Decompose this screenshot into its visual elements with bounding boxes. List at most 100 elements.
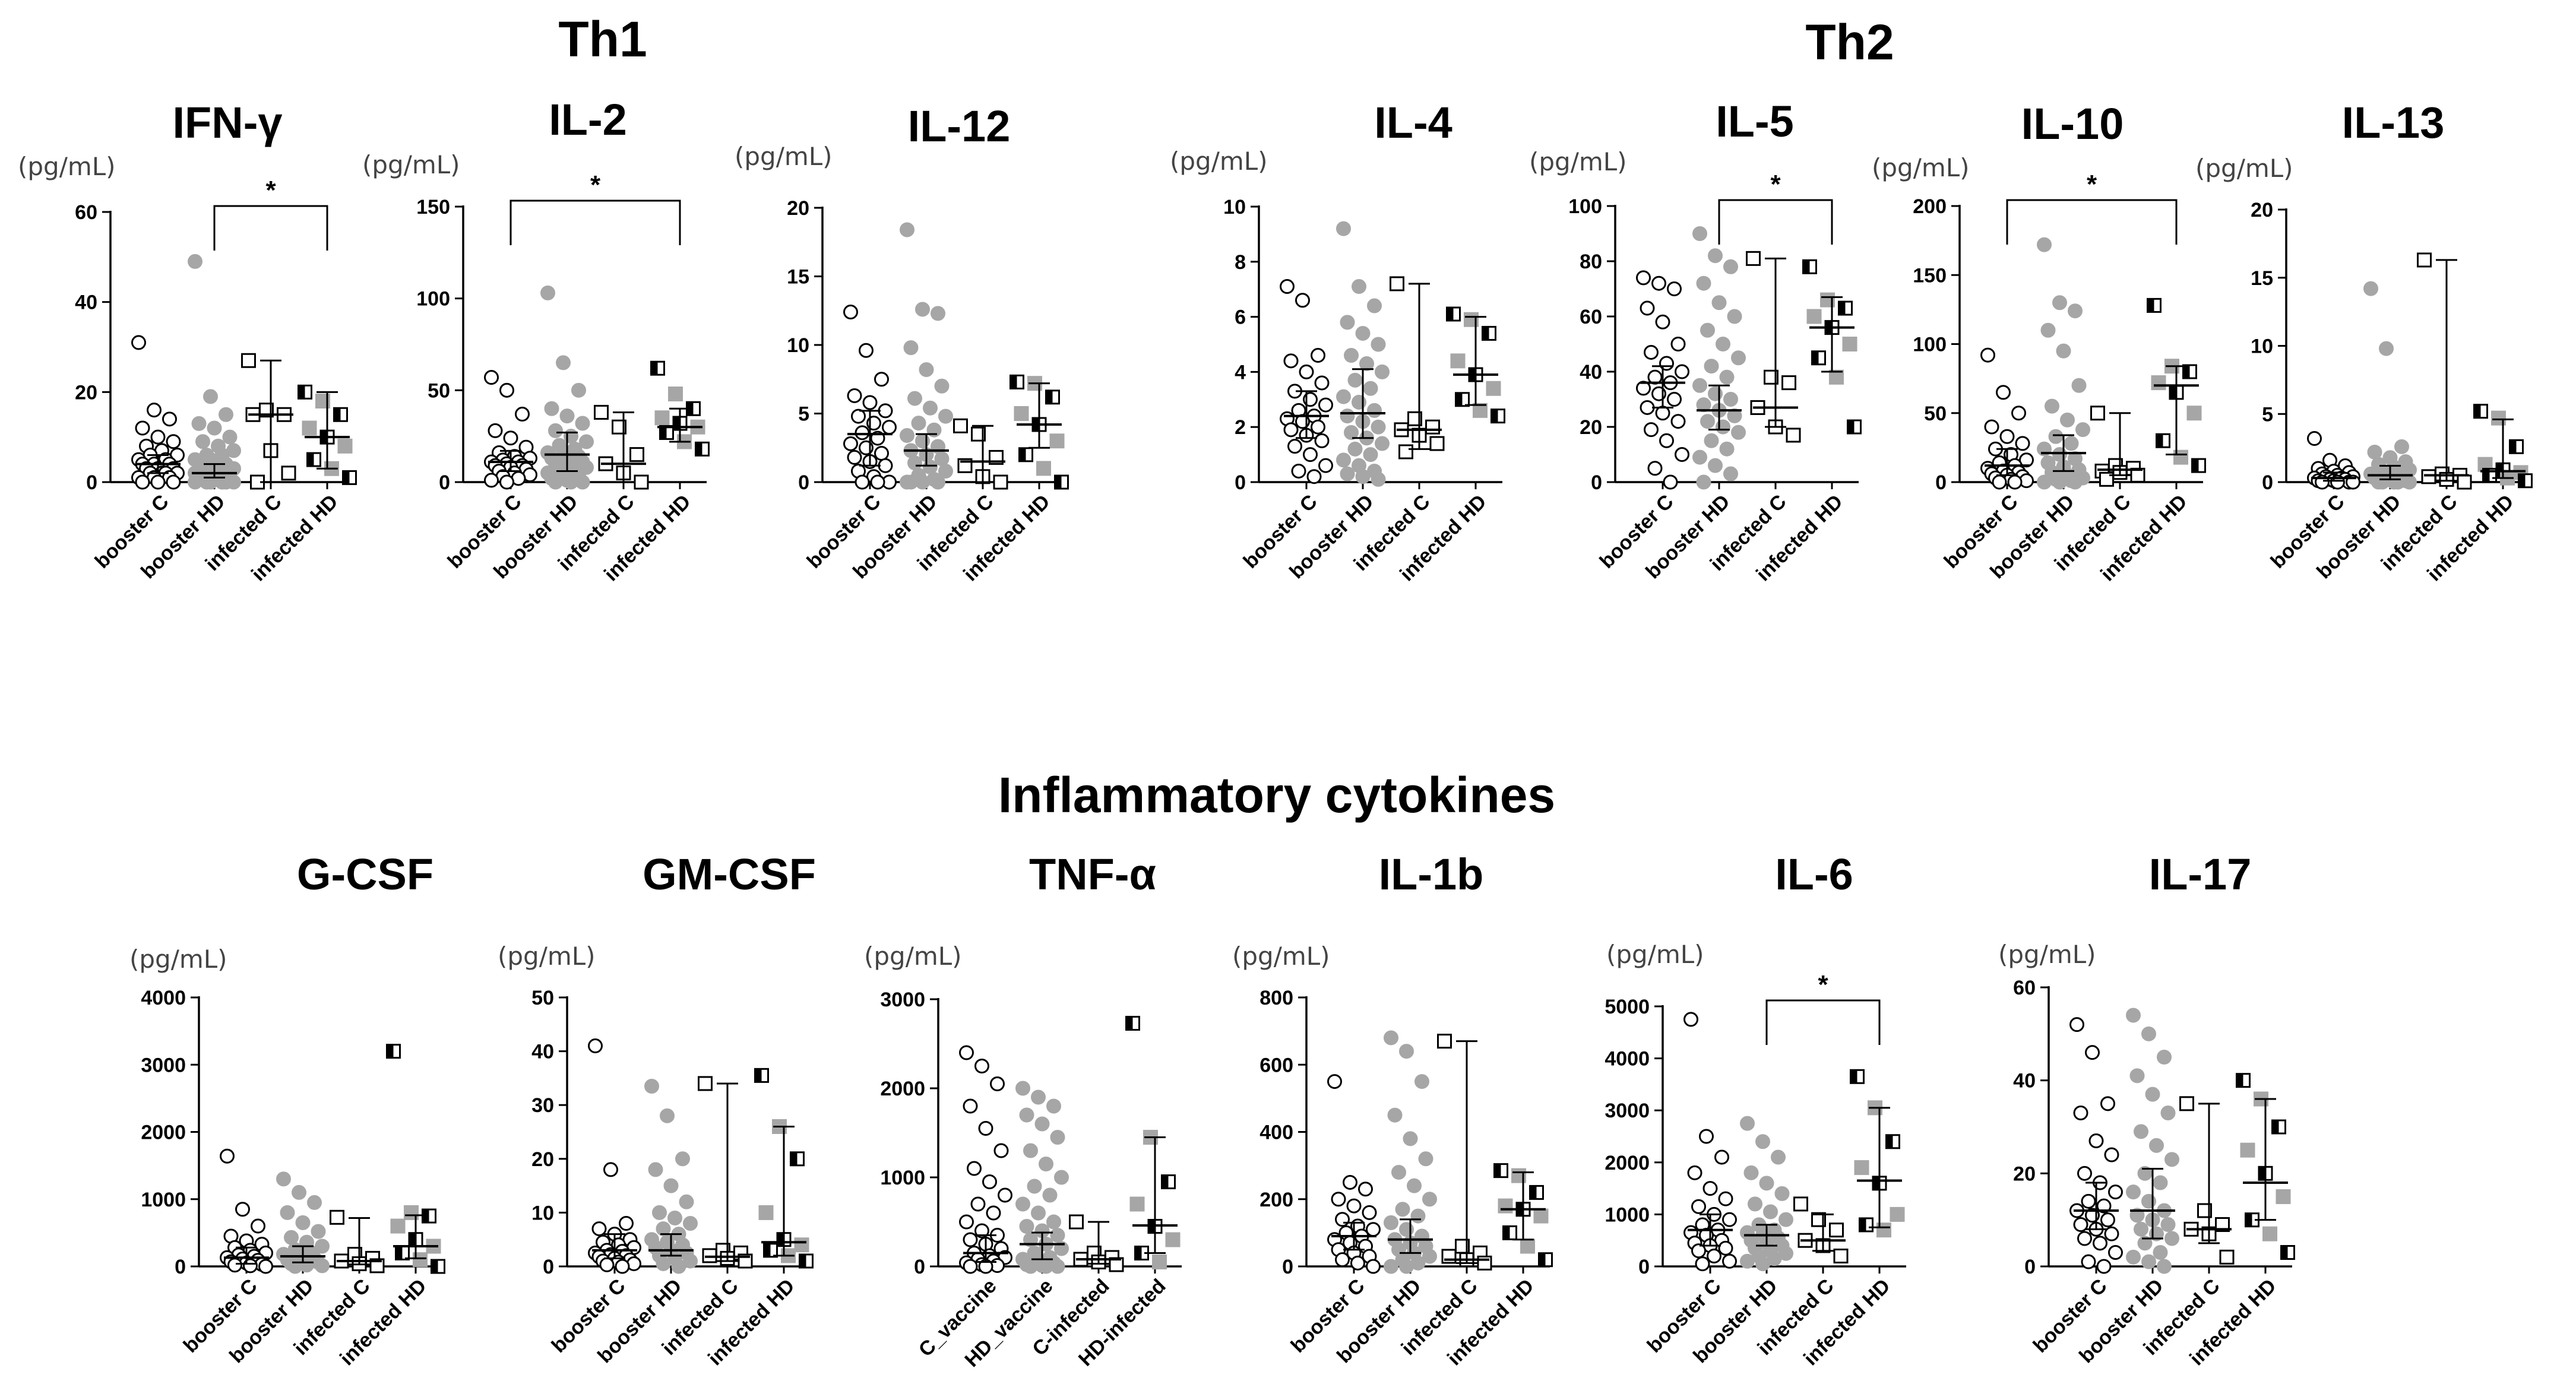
data-point: [1027, 1179, 1042, 1194]
data-point: [931, 474, 945, 490]
data-point: [2052, 295, 2067, 311]
data-point: [907, 391, 922, 406]
data-point: [390, 1218, 406, 1234]
data-point-half: [1482, 327, 1489, 340]
data-point: [220, 1148, 235, 1164]
data-point: [1422, 1192, 1437, 1207]
data-point: [1425, 419, 1440, 435]
data-point: [2064, 436, 2079, 451]
data-point: [903, 474, 919, 490]
data-point: [963, 1259, 978, 1274]
y-tick-label: 3000: [880, 989, 925, 1011]
data-point: [1340, 315, 1355, 330]
data-point: [683, 1216, 698, 1231]
data-point: [900, 222, 914, 237]
data-point: [188, 474, 202, 490]
data-point: [235, 1202, 250, 1217]
y-tick-label: 0: [1282, 1256, 1293, 1278]
data-point-half: [2518, 474, 2526, 487]
data-point: [668, 387, 683, 402]
y-tick-label: 100: [1913, 334, 1947, 356]
y-tick-label: 5000: [1605, 996, 1650, 1018]
data-point: [1429, 436, 1445, 451]
data-point: [2007, 474, 2023, 490]
data-point: [2137, 1236, 2153, 1251]
data-point-half: [298, 385, 305, 399]
data-point: [1695, 1256, 1710, 1272]
data-point: [855, 474, 870, 490]
y-tick-label: 40: [1580, 361, 1602, 384]
data-point: [679, 1194, 694, 1209]
data-point-half: [2496, 463, 2503, 477]
data-point: [251, 1218, 265, 1234]
panel-title: IL-4: [1374, 98, 1452, 147]
data-point: [2068, 303, 2083, 319]
data-point: [2134, 1221, 2148, 1237]
data-point: [1384, 1030, 1398, 1046]
data-point-half: [1530, 1186, 1537, 1199]
data-point: [1399, 1259, 1414, 1274]
data-point: [2060, 412, 2075, 427]
data-point: [2129, 1208, 2145, 1223]
y-tick-label: 3000: [141, 1054, 186, 1076]
data-point: [1336, 389, 1351, 404]
y-tick-label: 20: [2013, 1163, 2036, 1185]
data-point: [1306, 469, 1322, 484]
data-point: [794, 1237, 809, 1253]
data-point: [1375, 436, 1390, 451]
data-point: [564, 474, 578, 490]
data-point: [911, 416, 926, 431]
data-point: [1718, 1240, 1733, 1256]
data-point: [1331, 1192, 1346, 1207]
data-point: [1711, 295, 1727, 311]
data-point: [2126, 1008, 2141, 1023]
y-tick-label: 10: [787, 334, 809, 357]
panel-title: GM-CSF: [643, 850, 816, 899]
data-point: [603, 1162, 618, 1177]
y-tick-label: 0: [86, 471, 97, 494]
data-point: [2363, 281, 2378, 296]
data-point: [1659, 433, 1674, 448]
y-tick-label: 100: [1568, 195, 1602, 218]
data-point: [915, 302, 930, 317]
data-point: [2037, 237, 2052, 252]
data-point: [959, 1045, 974, 1060]
data-point: [1450, 353, 1466, 369]
data-point: [2088, 1133, 2104, 1148]
data-point: [2093, 1236, 2107, 1251]
unit-label: (pg/mL): [864, 942, 962, 971]
data-point: [1336, 452, 1351, 468]
data-point: [1842, 337, 1857, 351]
data-point: [1793, 1196, 1808, 1212]
data-point: [1667, 392, 1682, 407]
group-title-th1: Th1: [558, 11, 647, 67]
y-tick-label: 0: [1638, 1256, 1650, 1278]
data-point: [2394, 439, 2409, 454]
data-point: [2040, 322, 2056, 338]
significance-star: *: [1818, 970, 1828, 999]
data-point: [276, 1171, 291, 1187]
data-point-half: [1886, 1135, 1893, 1148]
data-point: [1647, 461, 1663, 476]
data-point: [1152, 1255, 1167, 1269]
data-point: [2073, 1106, 2088, 1120]
y-tick-label: 0: [914, 1256, 925, 1278]
data-point: [1019, 1219, 1034, 1234]
data-point: [1723, 392, 1738, 407]
data-point-half: [2245, 1213, 2252, 1227]
data-point: [1727, 309, 1742, 324]
data-point-half: [307, 453, 314, 467]
significance-bracket: [1718, 199, 1833, 245]
data-point: [222, 429, 238, 445]
data-point: [188, 254, 202, 269]
data-point-half: [2281, 1246, 2288, 1259]
data-point: [2075, 422, 2090, 438]
data-point: [2157, 1259, 2172, 1274]
group-title-th2: Th2: [1805, 14, 1894, 70]
y-tick-label: 4: [1235, 361, 1246, 384]
data-point-half: [2474, 404, 2481, 418]
data-point: [1023, 1259, 1038, 1274]
